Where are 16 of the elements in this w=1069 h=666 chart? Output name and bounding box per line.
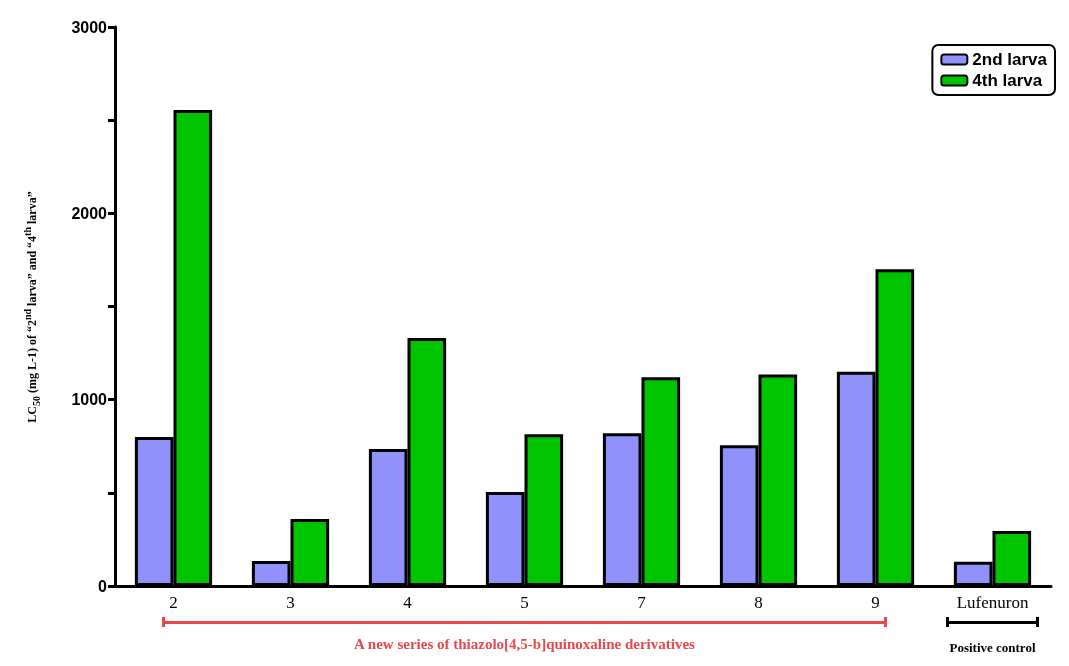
y-tick-label: 3000 xyxy=(71,18,108,36)
x-tick-label: 2 xyxy=(169,593,178,612)
legend-label: 2nd larva xyxy=(972,50,1048,69)
x-tick-label: 5 xyxy=(520,593,529,612)
y-tick-label: 2000 xyxy=(71,204,108,222)
x-tick-label: 7 xyxy=(637,593,647,612)
text: Positive control xyxy=(949,640,1036,656)
x-tick-label: Lufenuron xyxy=(956,593,1029,612)
y-tick-label: 1000 xyxy=(71,391,108,409)
legend-label: 4th larva xyxy=(972,71,1043,90)
x-tick-label: 4 xyxy=(403,593,413,612)
x-tick-label: 3 xyxy=(286,593,295,612)
text: A new series of thiazolo[4,5-b]quinoxaline derivatives xyxy=(354,636,695,653)
y-tick-label: 0 xyxy=(98,577,108,595)
x-tick-label: 9 xyxy=(871,593,880,612)
x-tick-label: 8 xyxy=(754,593,763,612)
